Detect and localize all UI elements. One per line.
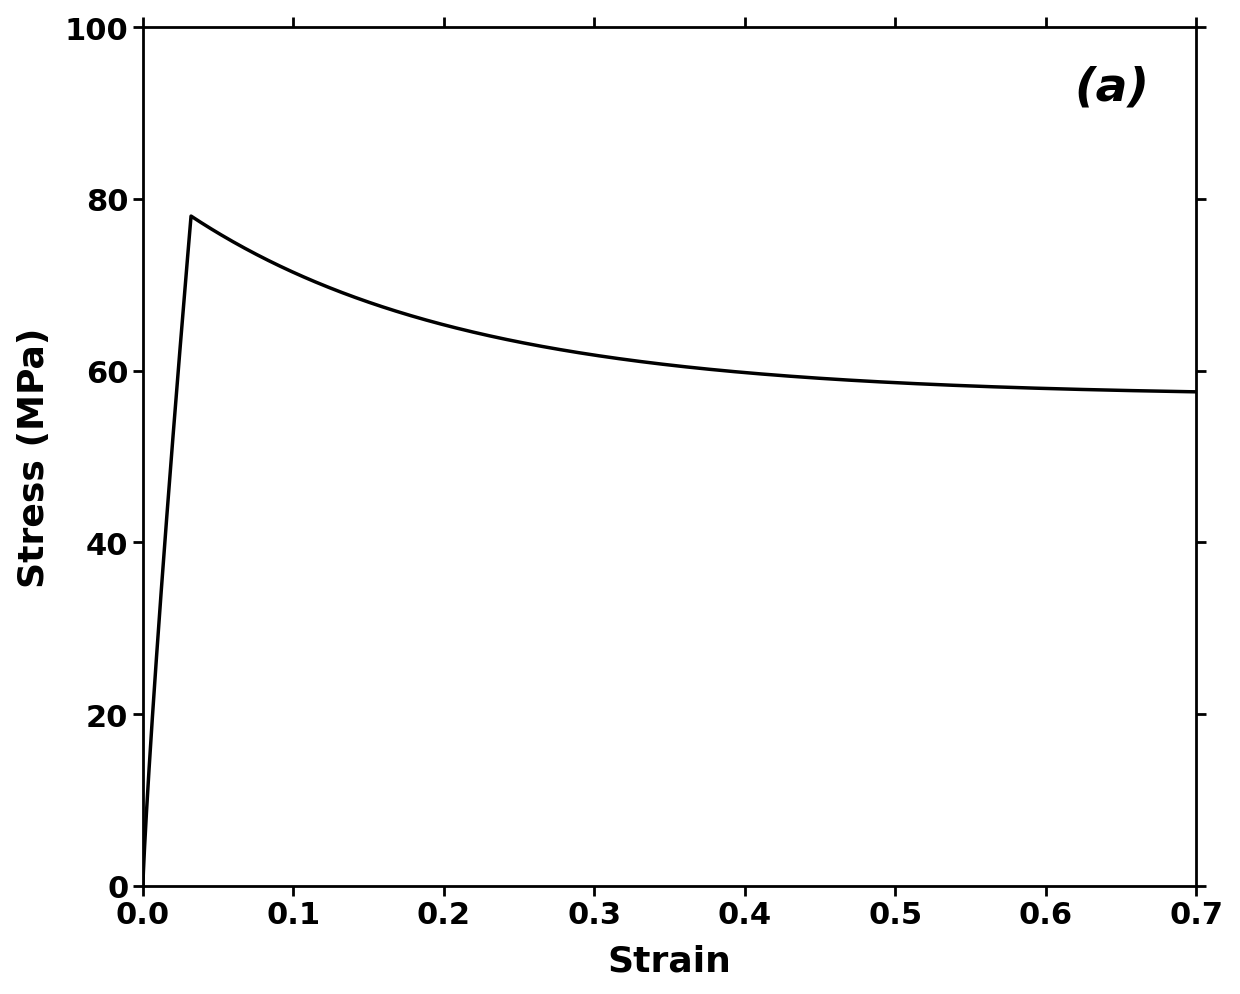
Y-axis label: Stress (MPa): Stress (MPa) <box>16 327 51 587</box>
X-axis label: Strain: Strain <box>608 943 732 977</box>
Text: (a): (a) <box>1075 66 1149 110</box>
